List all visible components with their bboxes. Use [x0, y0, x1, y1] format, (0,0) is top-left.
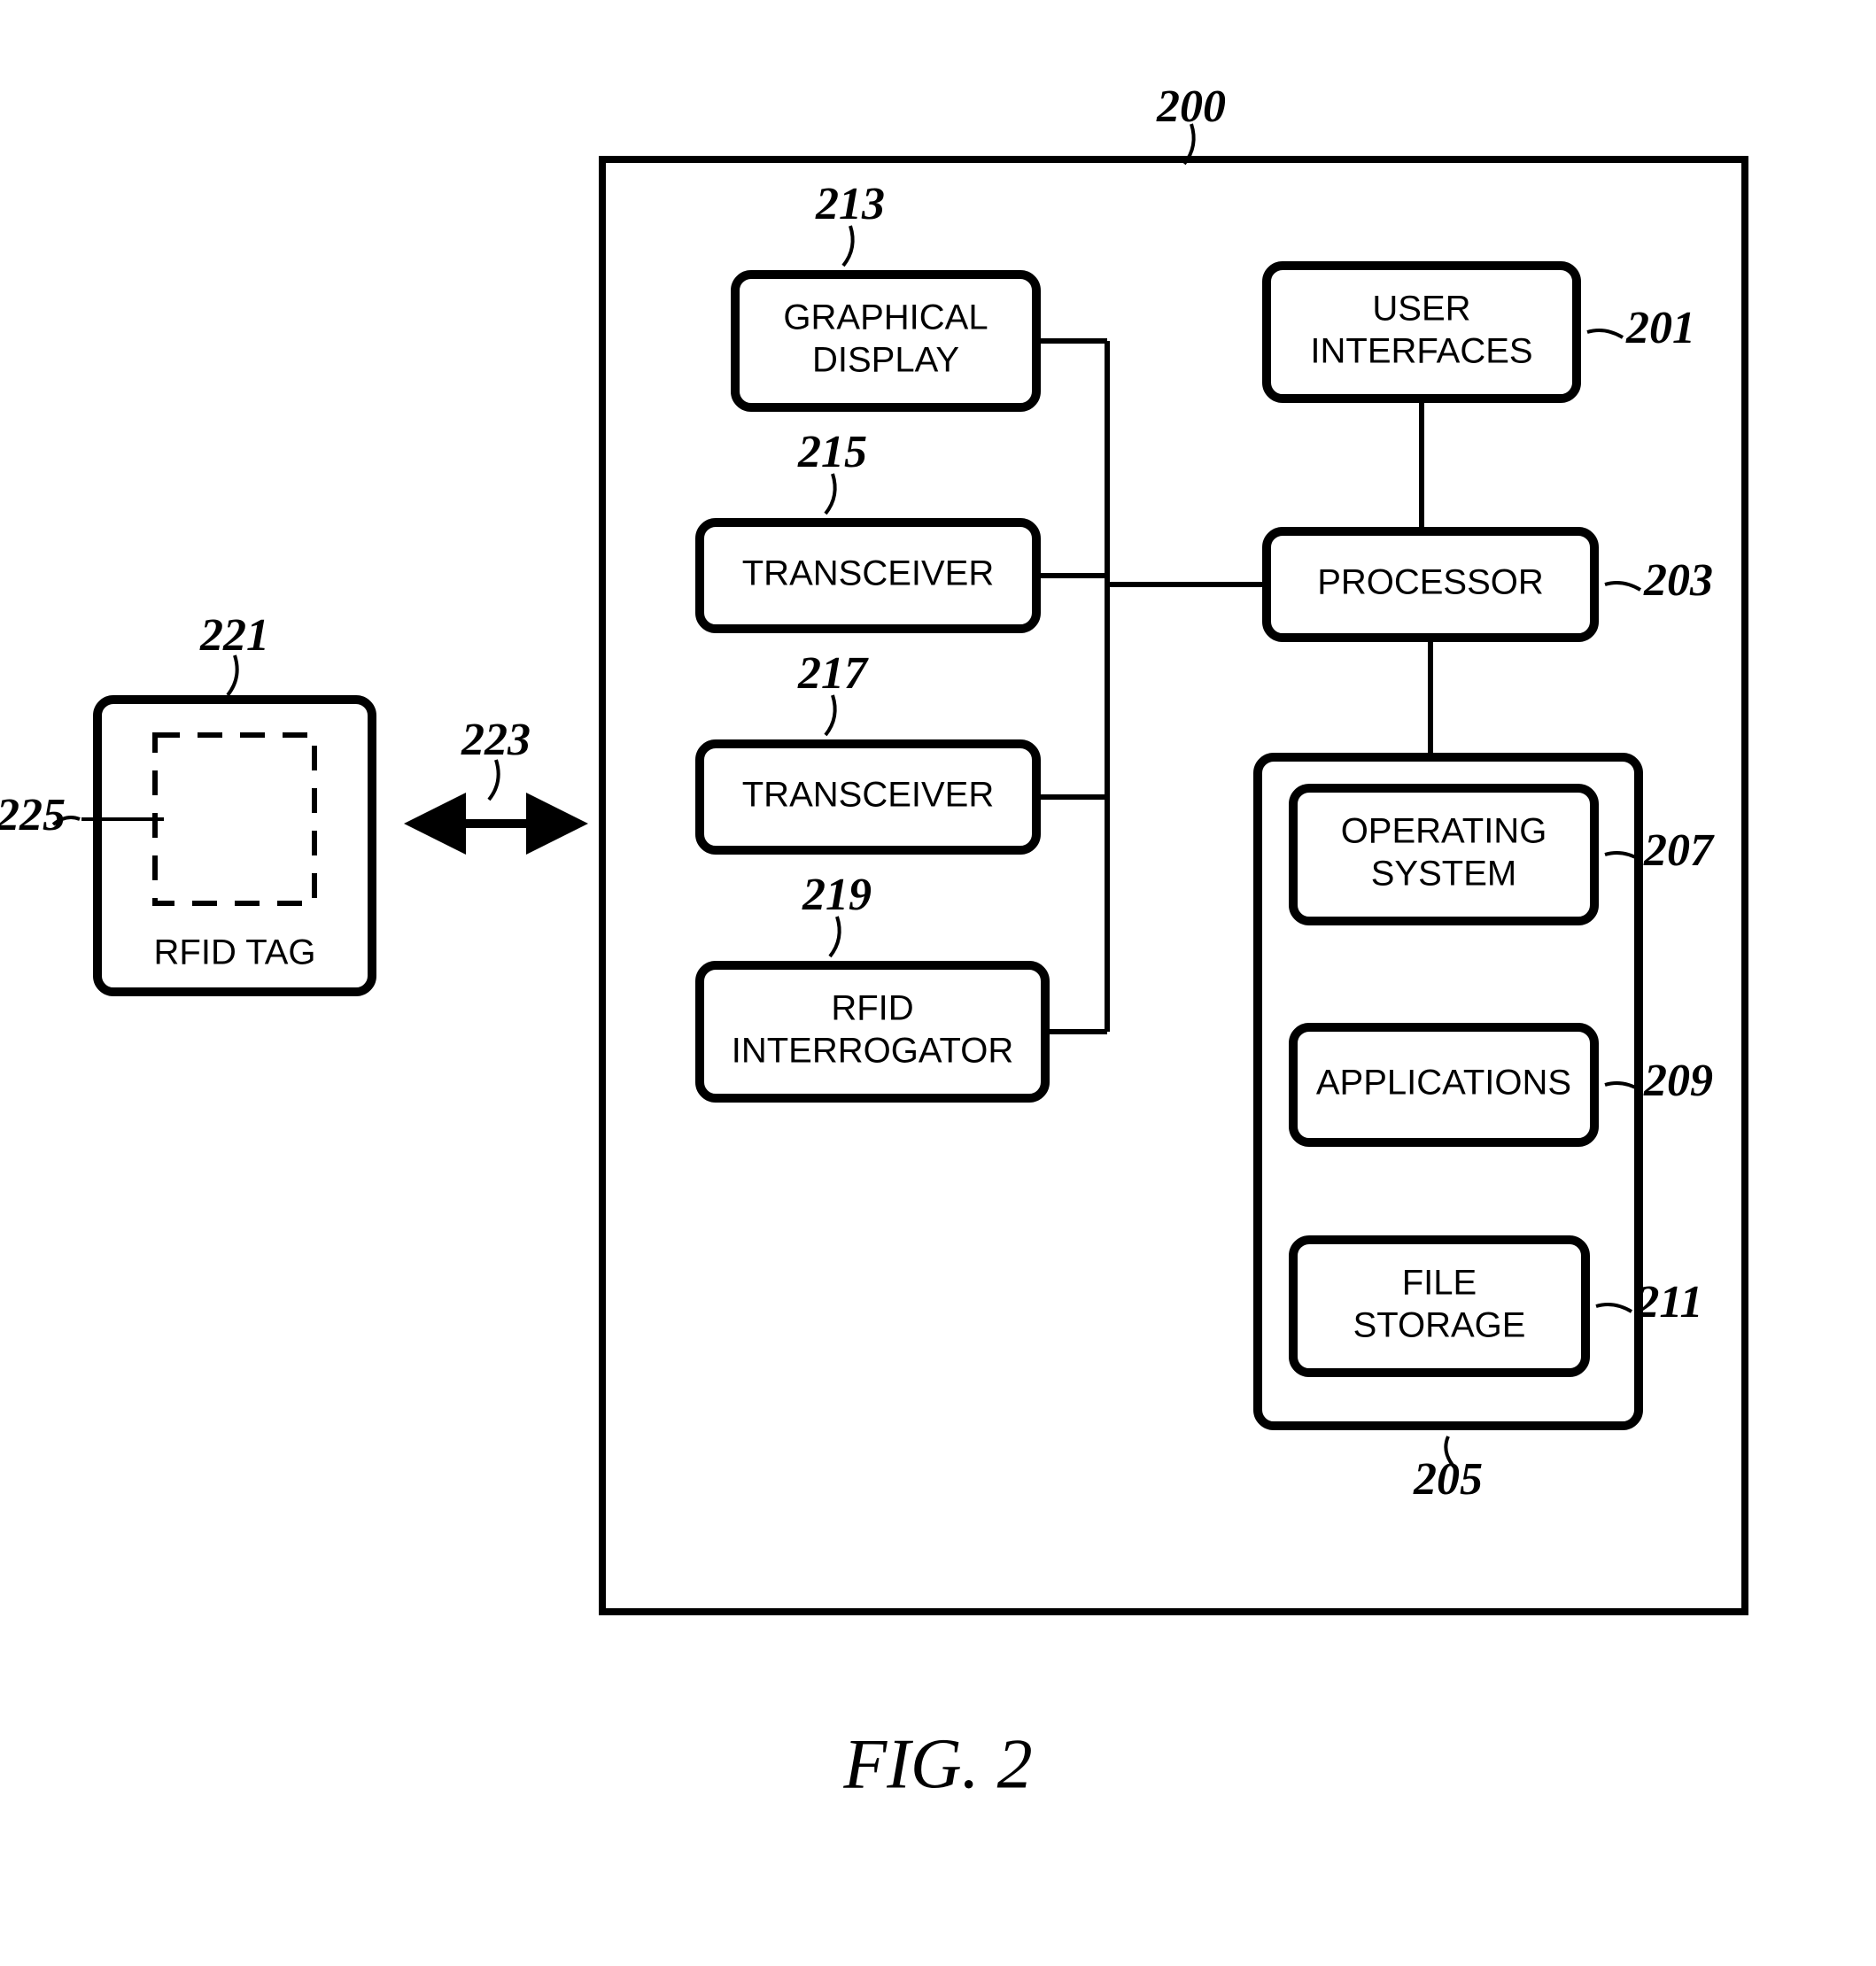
graphical-display-box-label-1: GRAPHICAL: [783, 298, 988, 337]
operating-system-box-label-1: OPERATING: [1341, 812, 1547, 851]
processor-box-ref: 203: [1643, 555, 1713, 606]
figure-label: FIG. 2: [842, 1725, 1032, 1803]
operating-system-box-label-2: SYSTEM: [1371, 855, 1516, 894]
rfid-interrogator-box-label-1: RFID: [831, 989, 913, 1028]
graphical-display-box-ref: 213: [815, 179, 885, 229]
ref-leader: [826, 474, 835, 514]
transceiver-2-box-ref: 217: [797, 648, 869, 699]
rfid-interrogator-box-ref: 219: [802, 870, 872, 920]
ref-leader: [843, 226, 853, 266]
rfid-tag-inner-ref: 225: [0, 790, 66, 840]
ref-leader: [1596, 1304, 1632, 1312]
file-storage-box-label-1: FILE: [1402, 1264, 1477, 1303]
ref-leader: [826, 695, 835, 735]
comm-arrow-ref: 223: [461, 715, 531, 765]
memory-ref: 205: [1413, 1454, 1483, 1505]
ref-leader: [1587, 330, 1623, 337]
file-storage-box-ref: 211: [1635, 1277, 1702, 1327]
user-interfaces-box-label-2: INTERFACES: [1310, 332, 1532, 371]
user-interfaces-box-ref: 201: [1625, 303, 1695, 353]
processor-box-label: PROCESSOR: [1317, 563, 1544, 602]
user-interfaces-box-label-1: USER: [1372, 290, 1470, 329]
applications-box-ref: 209: [1643, 1056, 1713, 1106]
rfid-tag-inner-box: [155, 735, 314, 903]
rfid-tag-ref: 221: [199, 610, 269, 661]
ref-leader: [228, 655, 237, 695]
transceiver-2-box-label: TRANSCEIVER: [742, 776, 995, 815]
ref-leader: [489, 760, 499, 800]
ref-leader: [830, 917, 840, 956]
operating-system-box-ref: 207: [1643, 825, 1715, 876]
file-storage-box-label-2: STORAGE: [1353, 1306, 1526, 1345]
transceiver-1-box-ref: 215: [797, 427, 867, 477]
transceiver-1-box-label: TRANSCEIVER: [742, 554, 995, 593]
rfid-tag-caption: RFID TAG: [154, 933, 316, 972]
applications-box-label: APPLICATIONS: [1316, 1064, 1571, 1103]
ref-leader: [1605, 583, 1640, 590]
graphical-display-box-label-2: DISPLAY: [812, 341, 959, 380]
rfid-interrogator-box-label-2: INTERROGATOR: [732, 1032, 1014, 1071]
